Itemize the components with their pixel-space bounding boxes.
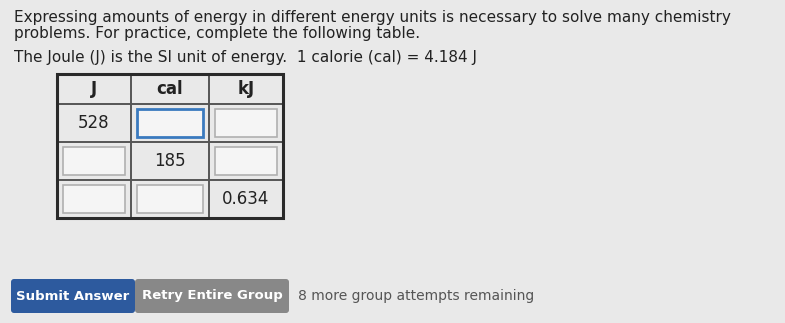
Text: J: J [91,80,97,98]
Bar [57,74,283,218]
Text: Retry Entire Group: Retry Entire Group [141,289,283,303]
Text: 0.634: 0.634 [222,190,270,208]
Bar [215,109,277,137]
Bar [209,142,283,180]
Text: Submit Answer: Submit Answer [16,289,130,303]
Bar [209,74,283,104]
Bar [131,74,209,104]
Bar [215,147,277,175]
Bar [57,180,131,218]
Bar [57,74,131,104]
Bar [131,180,209,218]
Bar [209,104,283,142]
Bar [131,142,209,180]
Bar [63,185,125,213]
Text: cal: cal [157,80,184,98]
FancyBboxPatch shape [11,279,135,313]
Bar [131,104,209,142]
Text: Expressing amounts of energy in different energy units is necessary to solve man: Expressing amounts of energy in differen… [14,10,731,25]
Bar [137,185,203,213]
Bar [57,142,131,180]
FancyBboxPatch shape [135,279,289,313]
Bar [209,180,283,218]
Text: 8 more group attempts remaining: 8 more group attempts remaining [298,289,535,303]
Text: problems. For practice, complete the following table.: problems. For practice, complete the fol… [14,26,420,41]
Bar [137,109,203,137]
Text: The Joule (J) is the SI unit of energy.  1 calorie (cal) = 4.184 J: The Joule (J) is the SI unit of energy. … [14,50,477,65]
Text: 528: 528 [78,114,110,132]
Bar [63,147,125,175]
Bar [57,74,283,218]
Bar [57,104,131,142]
Text: 185: 185 [154,152,186,170]
Text: kJ: kJ [237,80,254,98]
